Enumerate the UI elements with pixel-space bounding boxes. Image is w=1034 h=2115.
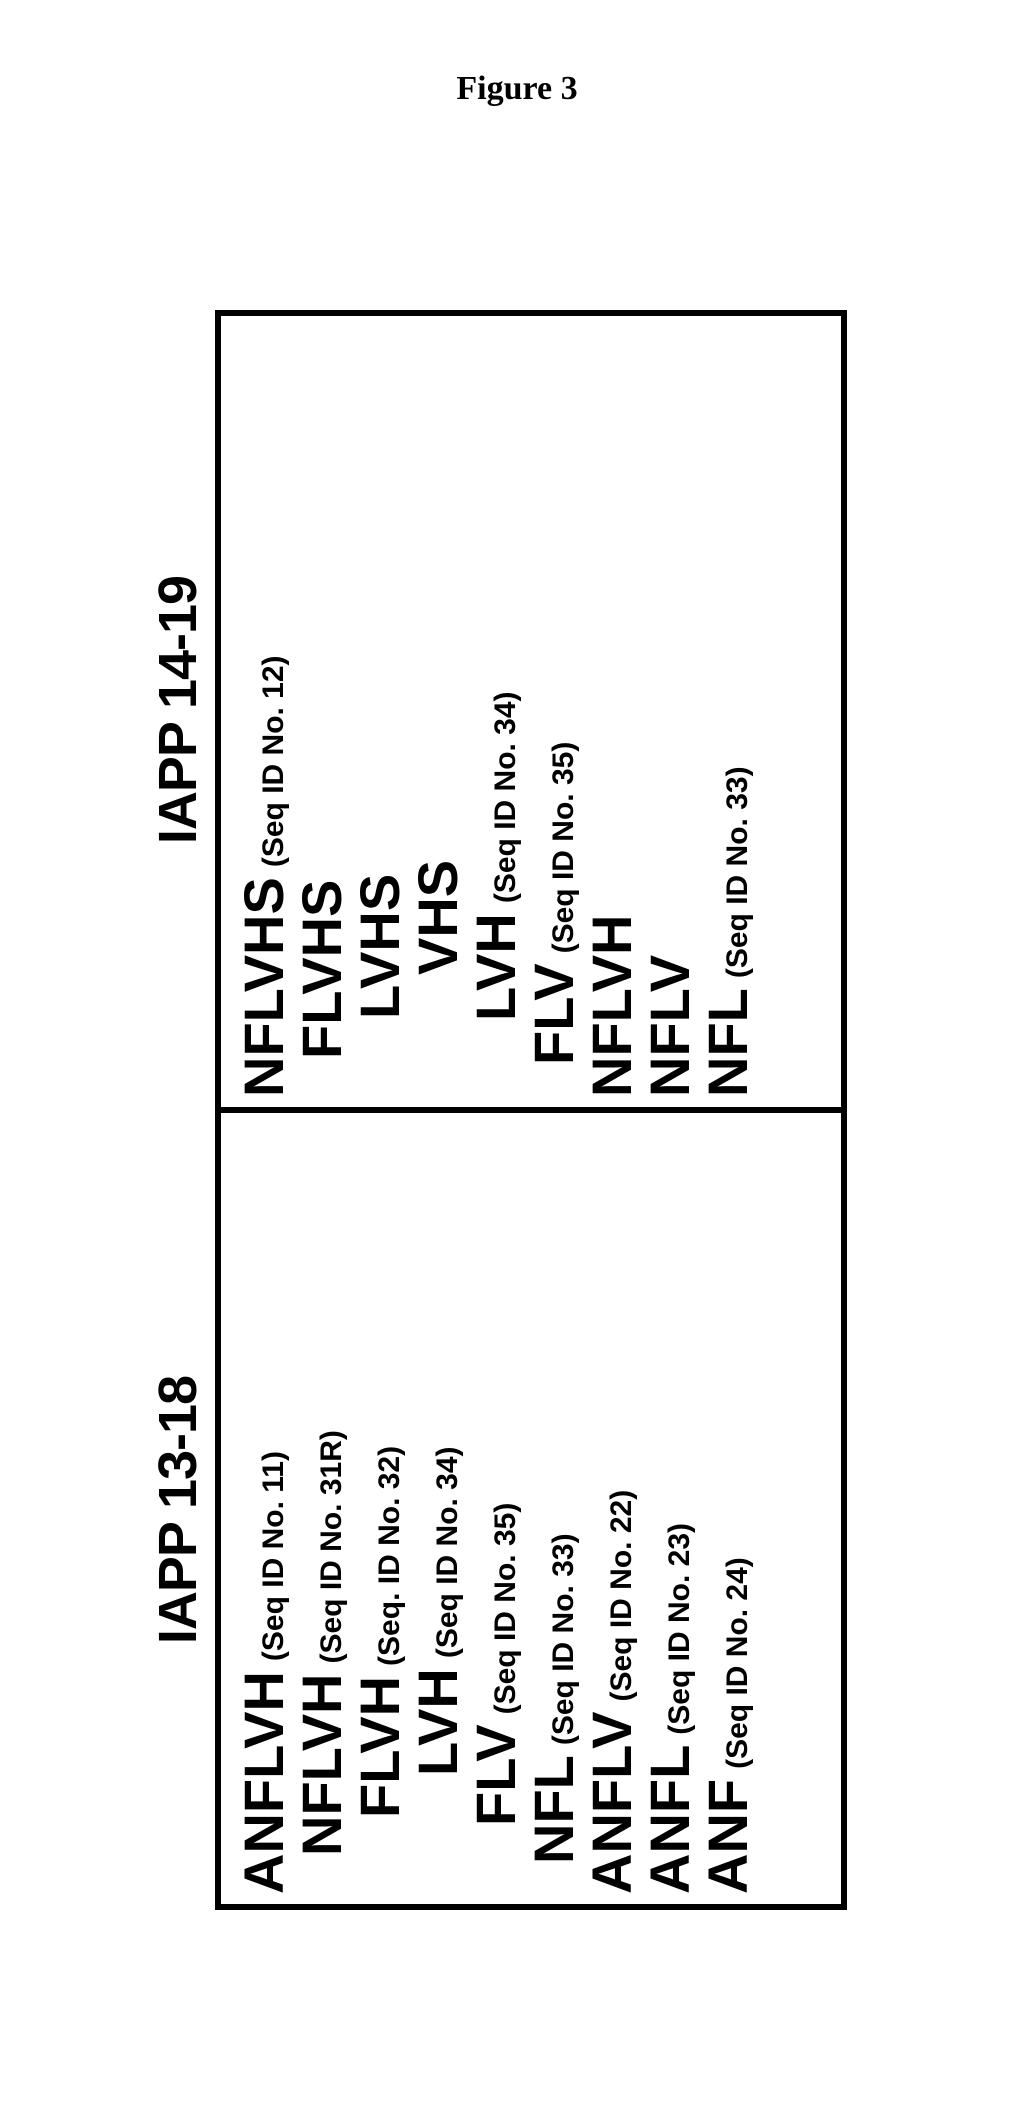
sequence-row: NFLV <box>641 324 699 1097</box>
sequence-row: NFL (Seq ID No. 33) <box>699 324 757 1097</box>
sequence-id-note: (Seq ID No. 31R) <box>317 1430 347 1663</box>
header-left: IAPP 13-18 <box>147 1110 215 1910</box>
sequence-id-note: (Seq ID No. 33) <box>723 766 753 978</box>
sequence-code: NFLVHS <box>236 877 292 1097</box>
column-headers: IAPP 13-18 IAPP 14-19 <box>147 310 215 1910</box>
sequence-row: VHS <box>409 324 467 1097</box>
sequence-row: FLV (Seq ID No. 35) <box>525 324 583 1097</box>
sequence-code: ANF <box>700 1779 756 1894</box>
sequence-table: ANFLVH(Seq ID No. 11)NFLVH(Seq ID No. 31… <box>215 310 847 1910</box>
column-right: NFLVHS (Seq ID No. 12)FLVHSLVHSVHSLVH (Seq… <box>221 316 841 1113</box>
sequence-row: NFLVH <box>583 324 641 1097</box>
sequence-id-note: (Seq ID No. 23) <box>665 1523 695 1735</box>
sequence-code: LVHS <box>352 874 408 1019</box>
sequence-id-note: (Seq ID No. 34) <box>491 691 521 903</box>
sequence-id-note: (Seq ID No. 22) <box>607 1490 637 1702</box>
sequence-code: ANFLV <box>584 1712 640 1895</box>
sequence-code: LVH <box>468 913 524 1021</box>
sequence-code: FLVH <box>352 1676 408 1818</box>
sequence-row: NFL (Seq ID No. 33) <box>525 1121 583 1894</box>
sequence-code: FLV <box>468 1724 524 1826</box>
sequence-row: FLV (Seq ID No. 35) <box>467 1121 525 1894</box>
sequence-code: NFL <box>700 988 756 1097</box>
sequence-code: NFLVH <box>294 1674 350 1857</box>
sequence-code: NFLV <box>642 955 698 1097</box>
sequence-code: FLV <box>526 963 582 1065</box>
sequence-row: LVH (Seq ID No. 34) <box>467 324 525 1097</box>
sequence-id-note: (Seq ID No. 12) <box>259 655 289 867</box>
sequence-code: NFL <box>526 1755 582 1864</box>
sequence-row: FLVHS <box>293 324 351 1097</box>
sequence-row: NFLVHS (Seq ID No. 12) <box>235 324 293 1097</box>
sequence-code: ANFL <box>642 1745 698 1894</box>
sequence-code: NFLVH <box>584 915 640 1098</box>
sequence-code: VHS <box>410 860 466 975</box>
sequence-id-note: (Seq ID No. 35) <box>491 1503 521 1715</box>
sequence-row: ANFL (Seq ID No. 23) <box>641 1121 699 1894</box>
sequence-code: LVH <box>410 1668 466 1776</box>
sequence-row: LVHS <box>351 324 409 1097</box>
sequence-row: NFLVH (Seq ID No. 31R) <box>293 1121 351 1894</box>
header-right: IAPP 14-19 <box>147 310 215 1110</box>
sequence-id-note: (Seq ID No. 11) <box>259 1451 289 1661</box>
sequence-code: ANFLVH <box>236 1671 292 1894</box>
sequence-row: FLVH (Seq. ID No. 32) <box>351 1121 409 1894</box>
sequence-id-note: (Seq ID No. 24) <box>723 1557 753 1769</box>
sequence-code: FLVHS <box>294 880 350 1059</box>
sequence-id-note: (Seq. ID No. 32) <box>375 1446 405 1666</box>
column-left: ANFLVH(Seq ID No. 11)NFLVH(Seq ID No. 31… <box>221 1113 841 1904</box>
sequence-id-note: (Seq ID No. 35) <box>549 742 579 954</box>
sequence-id-note: (Seq ID No. 34) <box>433 1446 463 1658</box>
figure-caption: Figure 3 <box>0 70 1034 108</box>
sequence-row: ANF (Seq ID No. 24) <box>699 1121 757 1894</box>
sequence-row: ANFLVH (Seq ID No. 11) <box>235 1121 293 1894</box>
figure-3: IAPP 13-18 IAPP 14-19 ANFLVH(Seq ID No. … <box>147 310 887 1910</box>
sequence-row: ANFLV (Seq ID No. 22) <box>583 1121 641 1894</box>
sequence-row: LVH (Seq ID No. 34) <box>409 1121 467 1894</box>
sequence-id-note: (Seq ID No. 33) <box>549 1533 579 1745</box>
